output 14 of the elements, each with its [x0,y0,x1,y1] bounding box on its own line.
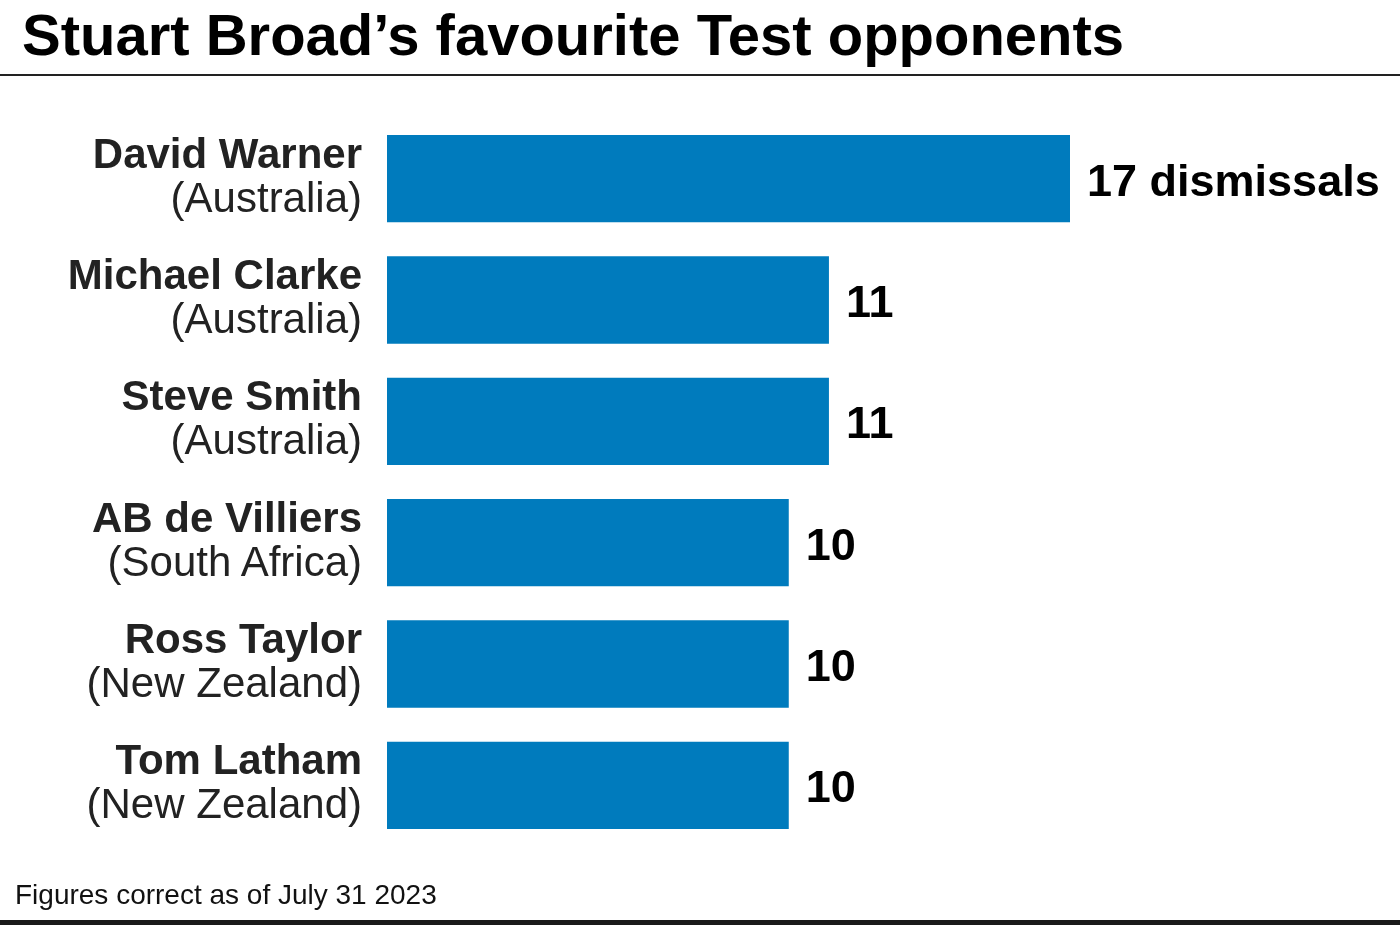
data-label: 17 dismissals [1087,154,1380,206]
data-label: 11 [845,397,894,449]
data-label: 10 [805,518,856,570]
data-label: 10 [805,640,856,691]
category-label: Tom Latham (New Zealand) [86,736,362,828]
category-label: Steve Smith (Australia) [121,372,362,464]
text: Figures correct as of July 31 2023 [15,879,437,910]
category-label: David Warner (Australia) [92,129,362,221]
data-label: 11 [845,276,894,327]
category-label: AB de Villiers (South Africa) [91,493,362,585]
category-label: Michael Clarke (Australia) [67,251,362,342]
data-label: 10 [805,761,856,813]
category-label: Ross Taylor (New Zealand) [86,615,362,706]
chart-title: Stuart Broad’s favourite Test opponents [22,2,1125,67]
